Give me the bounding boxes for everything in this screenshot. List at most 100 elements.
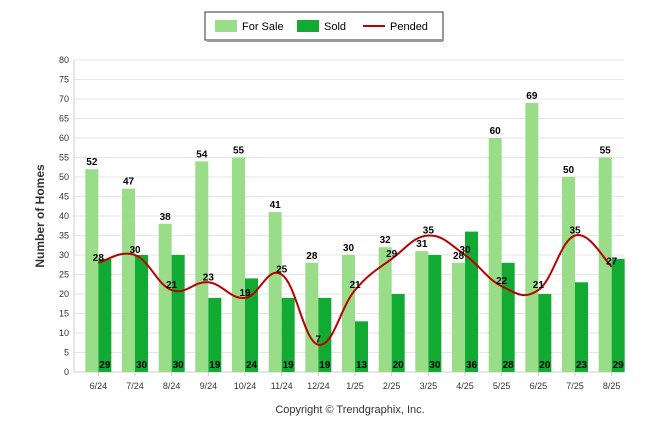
- x-tick-label: 7/24: [126, 381, 144, 391]
- data-label-sold: 19: [209, 360, 221, 371]
- data-label-for-sale: 38: [160, 212, 172, 223]
- data-label-pended: 23: [203, 272, 215, 283]
- legend-box: [204, 11, 444, 41]
- data-label-pended: 30: [459, 245, 471, 256]
- data-label-sold: 20: [393, 360, 405, 371]
- x-tick-label: 5/25: [493, 381, 511, 391]
- x-tick-label: 7/25: [566, 381, 584, 391]
- data-label-pended: 21: [349, 280, 361, 291]
- x-tick-label: 8/25: [603, 381, 621, 391]
- y-tick-label: 0: [64, 367, 69, 377]
- data-label-sold: 20: [539, 360, 551, 371]
- legend-swatch-for-sale: [215, 20, 237, 32]
- data-label-for-sale: 47: [123, 177, 135, 188]
- legend-label-for-sale: For Sale: [242, 21, 284, 33]
- y-axis-title: Number of Homes: [33, 164, 47, 268]
- bar-sold: [281, 297, 295, 372]
- data-label-pended: 21: [166, 280, 178, 291]
- data-label-sold: 28: [503, 360, 515, 371]
- copyright-footer: Copyright © Trendgraphix, Inc.: [275, 404, 424, 416]
- data-label-for-sale: 41: [270, 200, 282, 211]
- bar-for-sale: [488, 138, 502, 372]
- data-label-sold: 23: [576, 360, 588, 371]
- data-label-for-sale: 31: [416, 239, 428, 250]
- x-axis: 6/24 7/24 8/24 9/24 10/24 11/24 12/24 1/25 2/25 3…: [90, 372, 621, 391]
- y-tick-label: 30: [59, 250, 69, 260]
- bar-for-sale: [452, 262, 465, 372]
- bar-for-sale: [598, 157, 612, 372]
- data-label-pended: 29: [386, 249, 398, 260]
- legend-label-pended: Pended: [390, 21, 428, 33]
- y-tick-label: 60: [59, 133, 69, 143]
- x-tick-label: 9/24: [200, 381, 218, 391]
- data-label-for-sale: 55: [600, 146, 612, 157]
- data-label-pended: 19: [239, 288, 251, 299]
- data-label-pended: 27: [606, 257, 618, 268]
- data-labels: 52 29 28 47 30 30 38 30 21 54 19 23 55 24 19 41 19 25 28 19…: [86, 91, 624, 371]
- y-tick-label: 45: [59, 192, 69, 202]
- data-label-for-sale: 28: [453, 251, 465, 262]
- x-tick-label: 4/25: [456, 381, 474, 391]
- bar-sold: [245, 278, 258, 372]
- bar-for-sale: [122, 188, 135, 372]
- legend-swatch-sold: [297, 20, 319, 32]
- data-label-for-sale: 54: [196, 149, 208, 160]
- x-tick-label: 8/24: [163, 381, 181, 391]
- data-label-sold: 19: [283, 360, 295, 371]
- data-label-sold: 29: [613, 360, 625, 371]
- legend-label-sold: Sold: [324, 21, 346, 33]
- bar-sold: [611, 258, 625, 372]
- data-label-pended: 21: [533, 280, 545, 291]
- bar-sold: [575, 282, 588, 372]
- y-tick-label: 20: [59, 289, 69, 299]
- data-label-sold: 36: [466, 360, 478, 371]
- bar-sold: [135, 255, 148, 372]
- bar-for-sale: [158, 223, 172, 372]
- data-label-for-sale: 60: [490, 126, 502, 137]
- x-tick-label: 10/24: [234, 381, 257, 391]
- data-label-pended: 35: [569, 226, 581, 237]
- y-tick-label: 80: [59, 55, 69, 65]
- data-label-sold: 30: [173, 360, 185, 371]
- legend: For Sale Sold Pended: [204, 11, 444, 42]
- data-label-sold: 29: [99, 360, 111, 371]
- y-tick-label: 35: [59, 231, 69, 241]
- bar-for-sale: [562, 177, 575, 372]
- data-label-for-sale: 69: [526, 91, 538, 102]
- bar-for-sale: [378, 247, 392, 372]
- pended-series-line: [98, 234, 613, 346]
- bar-sold: [391, 294, 405, 372]
- y-tick-label: 10: [59, 328, 69, 338]
- bar-sold: [98, 258, 112, 372]
- y-tick-label: 50: [59, 172, 69, 182]
- data-label-pended: 35: [423, 226, 435, 237]
- bar-for-sale: [305, 262, 319, 372]
- y-tick-label: 65: [59, 114, 69, 124]
- y-tick-label: 15: [59, 309, 69, 319]
- bar-for-sale: [268, 212, 282, 372]
- y-tick-label: 70: [59, 94, 69, 104]
- data-label-for-sale: 30: [343, 243, 355, 254]
- x-tick-label: 12/24: [307, 381, 330, 391]
- data-label-pended: 22: [496, 276, 508, 287]
- data-label-pended: 25: [276, 265, 288, 276]
- data-label-for-sale: 28: [306, 251, 318, 262]
- data-label-sold: 19: [319, 360, 331, 371]
- y-tick-label: 40: [59, 211, 69, 221]
- data-label-for-sale: 50: [563, 165, 575, 176]
- bar-sold: [171, 255, 185, 372]
- x-tick-label: 1/25: [346, 381, 364, 391]
- data-label-pended: 30: [129, 245, 141, 256]
- data-label-sold: 30: [136, 360, 148, 371]
- x-tick-label: 6/24: [90, 381, 108, 391]
- bar-for-sale: [195, 161, 209, 372]
- bar-for-sale: [232, 157, 245, 372]
- bar-sold: [465, 231, 478, 372]
- data-label-for-sale: 52: [86, 157, 98, 168]
- y-tick-label: 5: [64, 348, 69, 358]
- y-tick-label: 25: [59, 270, 69, 280]
- bar-for-sale: [525, 102, 539, 373]
- bar-sold: [355, 321, 368, 372]
- data-label-pended: 28: [93, 253, 105, 264]
